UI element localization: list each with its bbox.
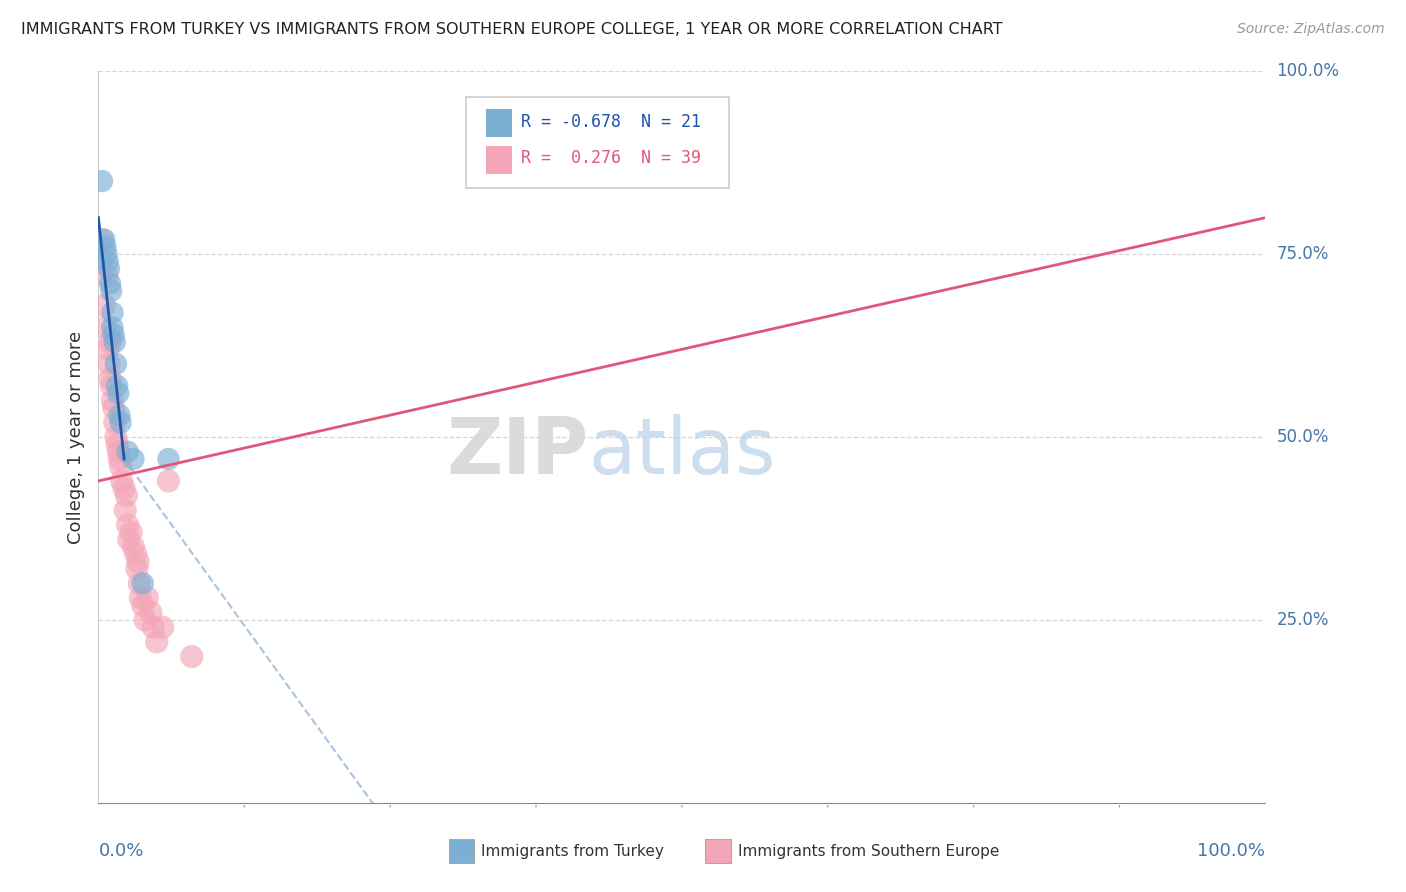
Point (105, 437, 128, 451)
Point (101, 306, 124, 320)
Point (100, 379, 122, 393)
Text: 0.0%: 0.0% (98, 842, 143, 860)
Point (97, 254, 120, 268)
Point (94, 240, 117, 254)
Point (157, 474, 180, 488)
Point (112, 481, 135, 495)
Point (108, 452, 131, 467)
Point (93, 298, 115, 312)
Point (97, 261, 120, 276)
Point (117, 444, 139, 458)
Point (104, 334, 127, 349)
Text: R = -0.678  N = 21: R = -0.678 N = 21 (520, 112, 700, 131)
Text: 100.0%: 100.0% (1198, 842, 1265, 860)
Bar (449, 839, 474, 863)
Point (115, 489, 138, 503)
Point (110, 459, 132, 474)
Text: ZIP: ZIP (446, 414, 589, 490)
Point (180, 649, 202, 664)
Point (108, 408, 131, 422)
Point (96, 269, 118, 284)
Point (103, 401, 125, 415)
Point (125, 562, 148, 576)
Point (98, 277, 121, 291)
Point (101, 320, 124, 334)
Text: atlas: atlas (589, 414, 776, 490)
Point (98, 334, 121, 349)
Text: Source: ZipAtlas.com: Source: ZipAtlas.com (1237, 22, 1385, 37)
Point (90, 233, 112, 247)
Point (104, 416, 127, 430)
Point (94, 320, 117, 334)
Point (97, 357, 120, 371)
Point (125, 547, 148, 561)
Point (157, 452, 180, 467)
Text: Immigrants from Turkey: Immigrants from Turkey (481, 844, 664, 859)
Point (90, 174, 112, 188)
Point (134, 613, 156, 627)
Point (104, 357, 127, 371)
Point (117, 517, 139, 532)
Y-axis label: College, 1 year or more: College, 1 year or more (66, 331, 84, 543)
Point (132, 599, 155, 613)
Point (122, 452, 145, 467)
Point (93, 233, 115, 247)
Bar (486, 146, 512, 174)
Text: 75.0%: 75.0% (1277, 245, 1329, 263)
Text: IMMIGRANTS FROM TURKEY VS IMMIGRANTS FROM SOUTHERN EUROPE COLLEGE, 1 YEAR OR MOR: IMMIGRANTS FROM TURKEY VS IMMIGRANTS FRO… (21, 22, 1002, 37)
Point (101, 393, 124, 408)
Point (103, 327, 125, 342)
Point (132, 576, 155, 591)
Point (146, 635, 169, 649)
Point (97, 343, 120, 357)
Point (118, 533, 141, 547)
Text: R =  0.276  N = 39: R = 0.276 N = 39 (520, 149, 700, 168)
Point (128, 576, 150, 591)
Bar (706, 839, 731, 863)
Point (96, 247, 118, 261)
Point (129, 591, 152, 605)
Text: 50.0%: 50.0% (1277, 428, 1329, 446)
Bar (486, 110, 512, 137)
FancyBboxPatch shape (465, 97, 728, 188)
Point (104, 430, 127, 444)
Point (107, 386, 129, 401)
Text: 25.0%: 25.0% (1277, 611, 1329, 629)
Point (122, 540, 145, 554)
Point (114, 503, 136, 517)
Point (105, 379, 128, 393)
Point (107, 444, 129, 458)
Point (139, 606, 162, 620)
Point (110, 416, 132, 430)
Point (136, 591, 159, 605)
Point (120, 525, 142, 540)
Point (127, 554, 149, 568)
Point (111, 474, 134, 488)
Point (152, 620, 174, 634)
Text: 100.0%: 100.0% (1277, 62, 1340, 80)
Point (100, 284, 122, 298)
Point (98, 371, 121, 385)
Point (142, 620, 165, 634)
Text: Immigrants from Southern Europe: Immigrants from Southern Europe (738, 844, 1000, 859)
